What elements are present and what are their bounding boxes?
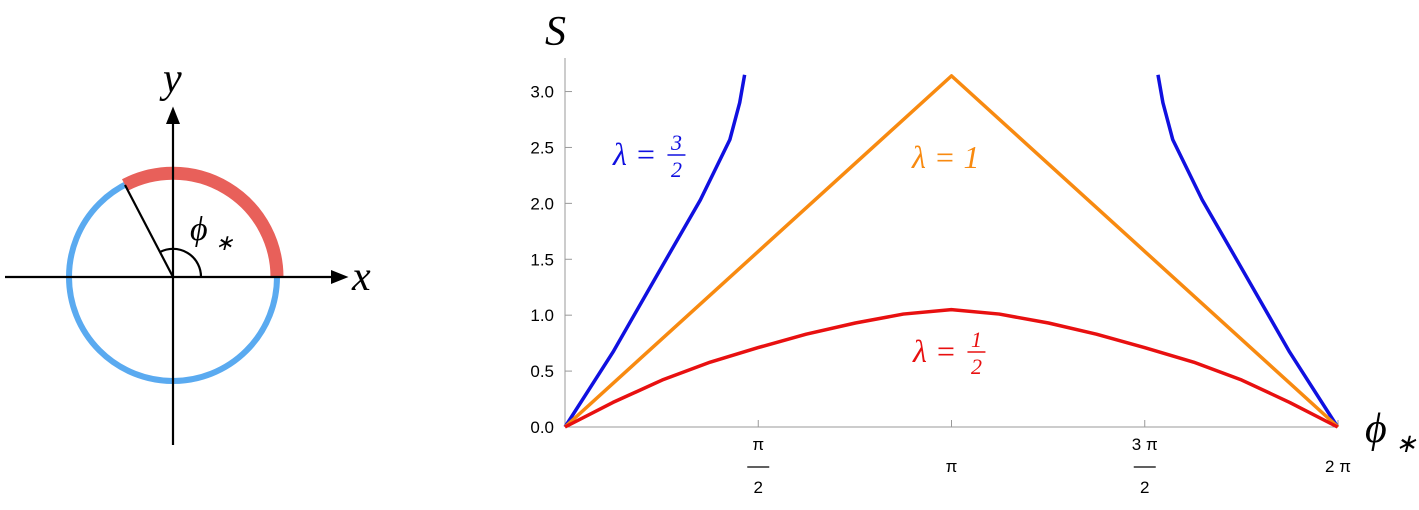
series-label-num: 3 (670, 130, 682, 155)
series-label-den: 2 (671, 157, 682, 182)
x-tick-label: π (946, 457, 958, 476)
y-tick-label: 1.5 (530, 250, 554, 269)
x-tick-label: 3 π (1132, 435, 1158, 454)
arc (122, 166, 284, 278)
x-tick-label: 2 π (1325, 457, 1351, 476)
series-line (563, 74, 1340, 428)
y-axis-label: S (545, 9, 566, 55)
radius (124, 184, 174, 278)
series-label-den: 2 (971, 354, 982, 379)
x-tick-denominator: 2 (1140, 478, 1149, 497)
series-label-num: 1 (971, 327, 982, 352)
angle-arc (159, 247, 203, 278)
angle-label-sub: ∗ (215, 230, 234, 255)
y-tick-label: 0.5 (530, 362, 554, 381)
series-line (564, 307, 1339, 429)
x-tick-label: π (752, 435, 764, 454)
y-tick-label: 3.0 (530, 83, 554, 102)
y-tick-label: 1.0 (530, 306, 554, 325)
series-line (563, 74, 1340, 429)
x-axis-label: ϕ (1365, 406, 1387, 452)
y-tick-label: 0.0 (530, 418, 554, 437)
y-tick-label: 2.0 (530, 194, 554, 213)
x-tick-denominator: 2 (754, 478, 763, 497)
x-label: x (351, 254, 371, 300)
series-label: λ = (912, 333, 956, 369)
y-label: y (159, 56, 182, 102)
angle-label: ϕ (190, 211, 208, 248)
y-tick-label: 2.5 (530, 138, 554, 157)
series-label: λ = (612, 136, 656, 172)
x-axis-label-sub: ∗ (1395, 429, 1417, 458)
diagram: x y ϕ ∗ (5, 56, 371, 445)
series-label: λ = 1 (911, 139, 979, 175)
